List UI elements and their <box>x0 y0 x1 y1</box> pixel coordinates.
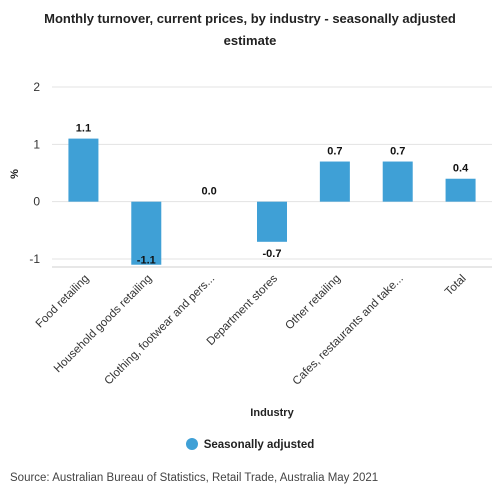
data-label: 0.7 <box>390 146 405 158</box>
x-tick-label: Total <box>443 273 469 299</box>
legend-swatch <box>185 438 198 450</box>
y-tick-label: 2 <box>33 80 40 94</box>
y-tick-label: -1 <box>29 252 40 266</box>
x-tick-label: Cafes, restaurants and take... <box>291 273 406 388</box>
y-axis-label: % <box>9 169 21 179</box>
data-label: 0.4 <box>453 163 469 175</box>
legend[interactable]: Seasonally adjusted <box>0 438 500 451</box>
x-tick-label: Department stores <box>205 272 281 348</box>
x-tick-label: Food retailing <box>34 273 92 331</box>
bar[interactable] <box>131 201 162 265</box>
data-label: 1.1 <box>76 123 91 135</box>
bar-layer <box>68 138 476 265</box>
data-label: -1.1 <box>137 255 156 267</box>
chart-title: Monthly turnover, current prices, by ind… <box>44 11 456 48</box>
data-label-layer: 1.1 -1.1 0.0 -0.7 0.7 0.7 0.4 <box>76 123 469 267</box>
x-tick-label: Other retailing <box>283 273 343 333</box>
bar[interactable] <box>445 178 476 202</box>
data-label: 0.0 <box>201 186 216 198</box>
legend-label: Seasonally adjusted <box>203 439 315 451</box>
bar[interactable] <box>319 161 350 202</box>
x-tick-label: Clothing, footwear and pers... <box>103 273 218 388</box>
y-tick-label: 0 <box>33 195 40 209</box>
source-note: Source: Australian Bureau of Statistics,… <box>10 472 379 484</box>
bar[interactable] <box>382 161 413 202</box>
y-axis-ticks: 2 1 0 -1 <box>29 80 40 266</box>
bar[interactable] <box>68 138 99 202</box>
y-tick-label: 1 <box>33 137 40 151</box>
bar-chart: 2 1 0 -1 1.1 -1.1 0.0 -0.7 0.7 0.7 0.4 Food retai… <box>9 80 492 419</box>
data-label: -0.7 <box>263 248 282 260</box>
x-axis-label: Industry <box>250 407 294 419</box>
data-label: 0.7 <box>327 146 342 158</box>
bar[interactable] <box>257 201 287 242</box>
